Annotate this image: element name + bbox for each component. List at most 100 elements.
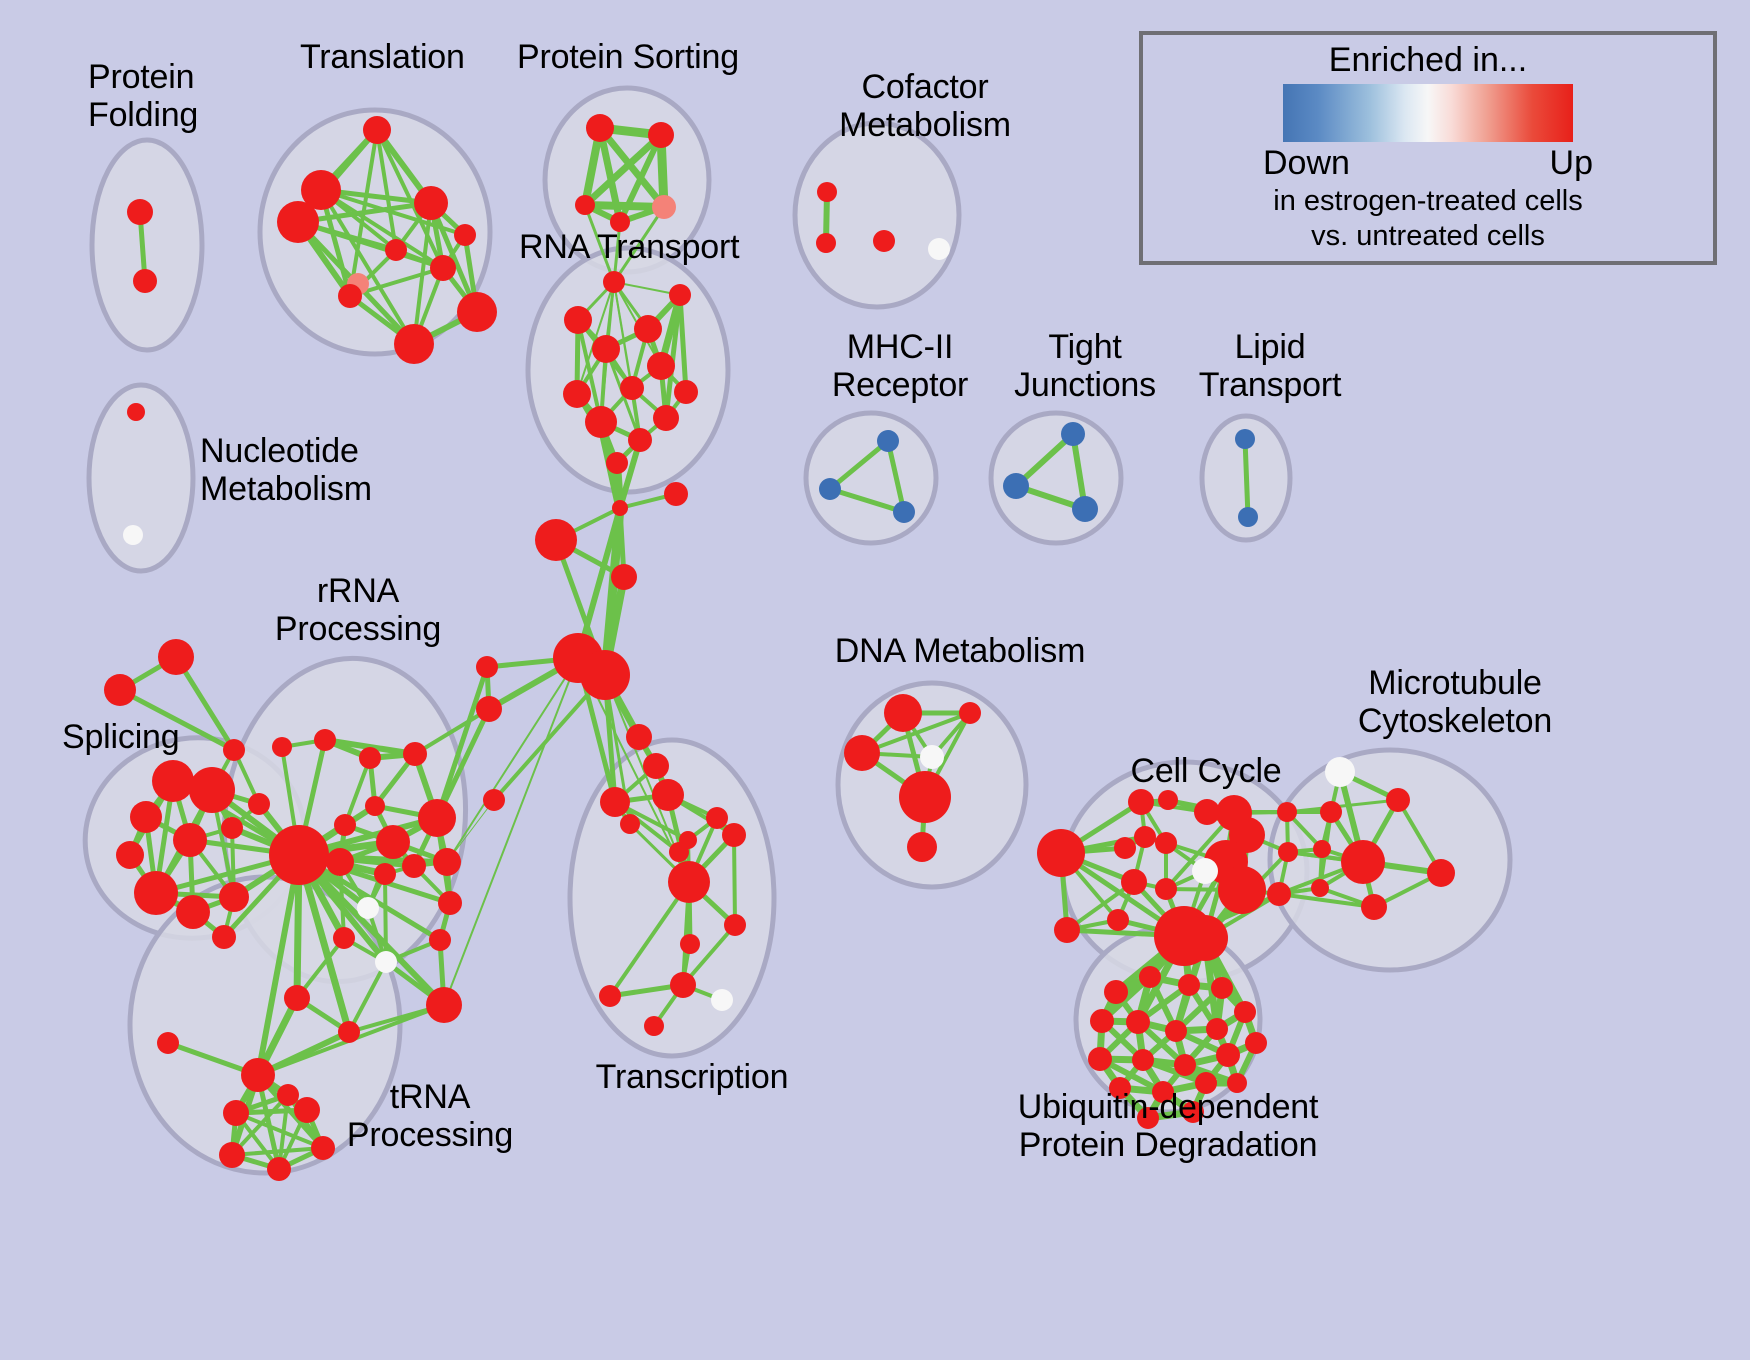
- network-node[interactable]: [476, 656, 498, 678]
- network-node[interactable]: [152, 760, 194, 802]
- network-node[interactable]: [219, 1142, 245, 1168]
- network-node[interactable]: [326, 848, 354, 876]
- network-node[interactable]: [338, 284, 362, 308]
- network-node[interactable]: [1137, 1107, 1159, 1129]
- network-node[interactable]: [1361, 894, 1387, 920]
- network-node[interactable]: [157, 1032, 179, 1054]
- network-node[interactable]: [438, 891, 462, 915]
- network-node[interactable]: [724, 914, 746, 936]
- network-node[interactable]: [610, 212, 630, 232]
- network-node[interactable]: [959, 702, 981, 724]
- network-node[interactable]: [1104, 980, 1128, 1004]
- network-node[interactable]: [679, 831, 697, 849]
- network-node[interactable]: [1245, 1032, 1267, 1054]
- network-node[interactable]: [612, 500, 628, 516]
- network-node[interactable]: [359, 747, 381, 769]
- network-node[interactable]: [648, 122, 674, 148]
- network-node[interactable]: [592, 335, 620, 363]
- network-node[interactable]: [1211, 977, 1233, 999]
- network-node[interactable]: [819, 478, 841, 500]
- network-node[interactable]: [1313, 840, 1331, 858]
- network-node[interactable]: [844, 735, 880, 771]
- network-node[interactable]: [1054, 917, 1080, 943]
- network-node[interactable]: [402, 854, 426, 878]
- network-node[interactable]: [1325, 757, 1355, 787]
- network-node[interactable]: [267, 1157, 291, 1181]
- network-node[interactable]: [606, 452, 628, 474]
- network-node[interactable]: [873, 230, 895, 252]
- network-node[interactable]: [711, 989, 733, 1011]
- network-node[interactable]: [603, 271, 625, 293]
- network-node[interactable]: [1278, 842, 1298, 862]
- network-node[interactable]: [563, 380, 591, 408]
- network-node[interactable]: [219, 882, 249, 912]
- network-node[interactable]: [575, 195, 595, 215]
- network-node[interactable]: [338, 1021, 360, 1043]
- network-node[interactable]: [134, 871, 178, 915]
- network-node[interactable]: [1341, 840, 1385, 884]
- network-node[interactable]: [269, 825, 329, 885]
- network-node[interactable]: [670, 972, 696, 998]
- network-node[interactable]: [363, 116, 391, 144]
- network-node[interactable]: [626, 724, 652, 750]
- network-node[interactable]: [564, 306, 592, 334]
- network-node[interactable]: [1206, 1018, 1228, 1040]
- network-node[interactable]: [1235, 429, 1255, 449]
- network-node[interactable]: [454, 224, 476, 246]
- network-node[interactable]: [123, 525, 143, 545]
- network-node[interactable]: [586, 114, 614, 142]
- network-node[interactable]: [433, 848, 461, 876]
- network-node[interactable]: [277, 201, 319, 243]
- network-node[interactable]: [1088, 1047, 1112, 1071]
- network-node[interactable]: [1386, 788, 1410, 812]
- network-node[interactable]: [1174, 1054, 1196, 1076]
- network-node[interactable]: [920, 745, 944, 769]
- network-node[interactable]: [334, 814, 356, 836]
- network-node[interactable]: [212, 925, 236, 949]
- network-node[interactable]: [1155, 832, 1177, 854]
- network-node[interactable]: [706, 807, 728, 829]
- network-node[interactable]: [176, 895, 210, 929]
- network-node[interactable]: [722, 823, 746, 847]
- network-node[interactable]: [1121, 869, 1147, 895]
- network-node[interactable]: [585, 406, 617, 438]
- network-node[interactable]: [600, 787, 630, 817]
- network-node[interactable]: [1126, 1010, 1150, 1034]
- network-node[interactable]: [130, 801, 162, 833]
- nodes-group[interactable]: [104, 114, 1455, 1181]
- network-node[interactable]: [357, 897, 379, 919]
- network-node[interactable]: [664, 482, 688, 506]
- network-node[interactable]: [1114, 837, 1136, 859]
- network-node[interactable]: [127, 199, 153, 225]
- network-node[interactable]: [1194, 799, 1220, 825]
- network-node[interactable]: [652, 195, 676, 219]
- network-node[interactable]: [116, 841, 144, 869]
- network-node[interactable]: [1311, 879, 1329, 897]
- network-node[interactable]: [1003, 473, 1029, 499]
- network-node[interactable]: [1107, 909, 1129, 931]
- network-node[interactable]: [1037, 829, 1085, 877]
- network-node[interactable]: [1227, 1073, 1247, 1093]
- network-node[interactable]: [647, 352, 675, 380]
- network-node[interactable]: [394, 324, 434, 364]
- network-node[interactable]: [1128, 789, 1154, 815]
- network-node[interactable]: [1178, 974, 1200, 996]
- network-node[interactable]: [580, 650, 630, 700]
- network-node[interactable]: [877, 430, 899, 452]
- network-node[interactable]: [1158, 790, 1178, 810]
- network-node[interactable]: [314, 729, 336, 751]
- network-node[interactable]: [816, 233, 836, 253]
- network-node[interactable]: [311, 1136, 335, 1160]
- network-node[interactable]: [1109, 1077, 1131, 1099]
- network-node[interactable]: [223, 739, 245, 761]
- network-node[interactable]: [634, 315, 662, 343]
- network-node[interactable]: [376, 825, 410, 859]
- network-node[interactable]: [1155, 878, 1177, 900]
- network-node[interactable]: [403, 742, 427, 766]
- network-node[interactable]: [1152, 1081, 1174, 1103]
- network-node[interactable]: [374, 863, 396, 885]
- network-node[interactable]: [669, 284, 691, 306]
- network-node[interactable]: [429, 929, 451, 951]
- network-node[interactable]: [173, 823, 207, 857]
- network-node[interactable]: [127, 403, 145, 421]
